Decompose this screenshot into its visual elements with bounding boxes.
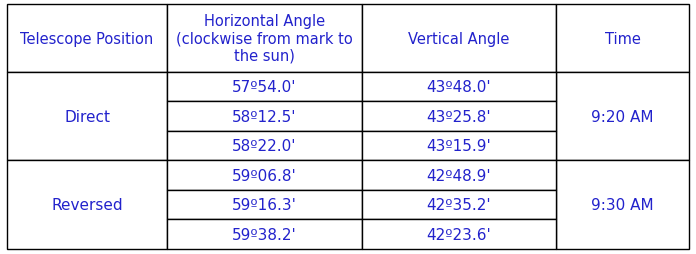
Text: 59º16.3': 59º16.3' (232, 197, 297, 212)
Bar (167, 131, 362, 161)
Text: Vertical Angle: Vertical Angle (408, 31, 509, 46)
Bar (167, 190, 362, 219)
Bar (362, 219, 556, 249)
Bar (7, 161, 167, 249)
Text: Time: Time (605, 31, 640, 46)
Bar (362, 102, 556, 131)
Bar (556, 5, 689, 73)
Text: 42º23.6': 42º23.6' (427, 227, 491, 242)
Bar (556, 73, 689, 161)
Text: 59º38.2': 59º38.2' (232, 227, 296, 242)
Bar (362, 190, 556, 219)
Text: 59º06.8': 59º06.8' (232, 168, 296, 183)
Bar (167, 102, 362, 131)
Text: 42º35.2': 42º35.2' (427, 197, 491, 212)
Bar (167, 219, 362, 249)
Text: 43º15.9': 43º15.9' (427, 139, 491, 154)
Text: 43º48.0': 43º48.0' (427, 80, 491, 95)
Text: Telescope Position: Telescope Position (20, 31, 154, 46)
Bar (362, 161, 556, 190)
Text: Direct: Direct (64, 109, 110, 124)
Bar (167, 161, 362, 190)
Text: Horizontal Angle
(clockwise from mark to
the sun): Horizontal Angle (clockwise from mark to… (176, 14, 353, 64)
Text: 43º25.8': 43º25.8' (427, 109, 491, 124)
Text: 58º12.5': 58º12.5' (232, 109, 296, 124)
Bar (362, 73, 556, 102)
Bar (167, 5, 362, 73)
Text: 9:30 AM: 9:30 AM (591, 197, 654, 212)
Bar (362, 131, 556, 161)
Text: 58º22.0': 58º22.0' (232, 139, 296, 154)
Bar (7, 5, 167, 73)
Bar (167, 73, 362, 102)
Text: 42º48.9': 42º48.9' (427, 168, 491, 183)
Bar (7, 73, 167, 161)
Text: Reversed: Reversed (52, 197, 123, 212)
Text: 9:20 AM: 9:20 AM (592, 109, 654, 124)
Text: 57º54.0': 57º54.0' (232, 80, 296, 95)
Bar (556, 161, 689, 249)
Bar (362, 5, 556, 73)
